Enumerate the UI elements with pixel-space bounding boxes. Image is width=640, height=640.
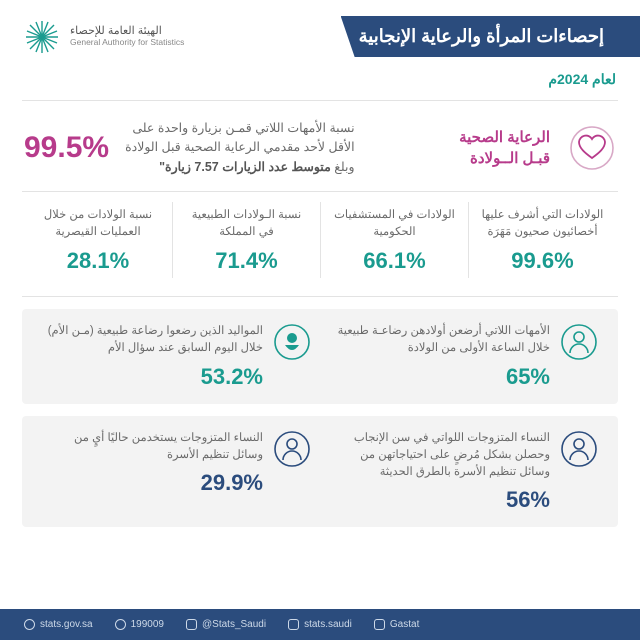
mother-icon — [560, 323, 598, 361]
stat-value: 28.1% — [34, 248, 162, 274]
baby-icon — [273, 323, 311, 361]
footer-instagram: stats.saudi — [288, 619, 352, 630]
footer: stats.gov.sa 199009 @Stats_Saudi stats.s… — [0, 609, 640, 640]
divider — [22, 296, 618, 297]
page-title: إحصاءات المرأة والرعاية الإنجابية — [341, 16, 640, 57]
stat-cell: الولادات في المستشفيات الحكومية 66.1% — [320, 202, 468, 278]
breastfeeding-card: الأمهات اللاتي أرضعن أولادهن رضاعـة طبيع… — [22, 309, 618, 404]
stat-label: نسبة الولادات من خلال العمليات القيصرية — [34, 206, 162, 242]
stat-cell: الولادات التي أشرف عليها أخصائيون صحيون … — [468, 202, 616, 278]
card-value: 53.2% — [42, 364, 263, 390]
woman-icon — [273, 430, 311, 468]
stat-value: 66.1% — [331, 248, 458, 274]
logo-icon — [22, 17, 62, 57]
card-item: الأمهات اللاتي أرضعن أولادهن رضاعـة طبيع… — [329, 323, 598, 390]
stat-label: الولادات في المستشفيات الحكومية — [331, 206, 458, 242]
stat-cell: نسبة الـولادات الطبيعية في المملكة 71.4% — [172, 202, 320, 278]
footer-web: stats.gov.sa — [24, 619, 93, 630]
card-item: المواليد الذين رضعوا رضاعة طبيعية (مـن ا… — [42, 323, 311, 390]
card-value: 29.9% — [42, 470, 263, 496]
card-desc: الأمهات اللاتي أرضعن أولادهن رضاعـة طبيع… — [329, 323, 550, 358]
woman-icon — [560, 430, 598, 468]
stat-cell: نسبة الولادات من خلال العمليات القيصرية … — [24, 202, 172, 278]
org-logo: الهيئة العامة للإحصاء General Authority … — [22, 17, 184, 57]
stat-label: نسبة الـولادات الطبيعية في المملكة — [183, 206, 310, 242]
footer-phone: 199009 — [115, 619, 164, 630]
card-desc: النساء المتزوجات اللواتي في سن الإنجاب و… — [329, 430, 550, 482]
prenatal-section: الرعاية الصحيةقبـل الــولادة نسبة الأمها… — [0, 101, 640, 191]
card-item: النساء المتزوجات اللواتي في سن الإنجاب و… — [329, 430, 598, 514]
card-value: 65% — [329, 364, 550, 390]
prenatal-heading: الرعاية الصحيةقبـل الــولادة — [446, 127, 550, 169]
stat-label: الولادات التي أشرف عليها أخصائيون صحيون … — [479, 206, 606, 242]
family-planning-card: النساء المتزوجات اللواتي في سن الإنجاب و… — [22, 416, 618, 528]
card-desc: المواليد الذين رضعوا رضاعة طبيعية (مـن ا… — [42, 323, 263, 358]
prenatal-description: نسبة الأمهات اللاتي قمـن بزيارة واحدة عل… — [125, 119, 354, 177]
prenatal-value: 99.5% — [24, 131, 109, 165]
globe-icon — [24, 619, 35, 630]
phone-icon — [115, 619, 126, 630]
heart-icon — [568, 124, 616, 172]
logo-text-en: General Authority for Statistics — [70, 38, 184, 48]
stat-value: 71.4% — [183, 248, 310, 274]
birth-stats-row: الولادات التي أشرف عليها أخصائيون صحيون … — [0, 192, 640, 296]
stat-value: 99.6% — [479, 248, 606, 274]
year-label: لعام 2024م — [0, 67, 640, 100]
instagram-icon — [288, 619, 299, 630]
card-item: النساء المتزوجات يستخدمن حاليًا أيٍ من و… — [42, 430, 311, 514]
x-icon — [186, 619, 197, 630]
card-value: 56% — [329, 487, 550, 513]
footer-linkedin: Gastat — [374, 619, 419, 630]
card-desc: النساء المتزوجات يستخدمن حاليًا أيٍ من و… — [42, 430, 263, 465]
linkedin-icon — [374, 619, 385, 630]
footer-x: @Stats_Saudi — [186, 619, 266, 630]
